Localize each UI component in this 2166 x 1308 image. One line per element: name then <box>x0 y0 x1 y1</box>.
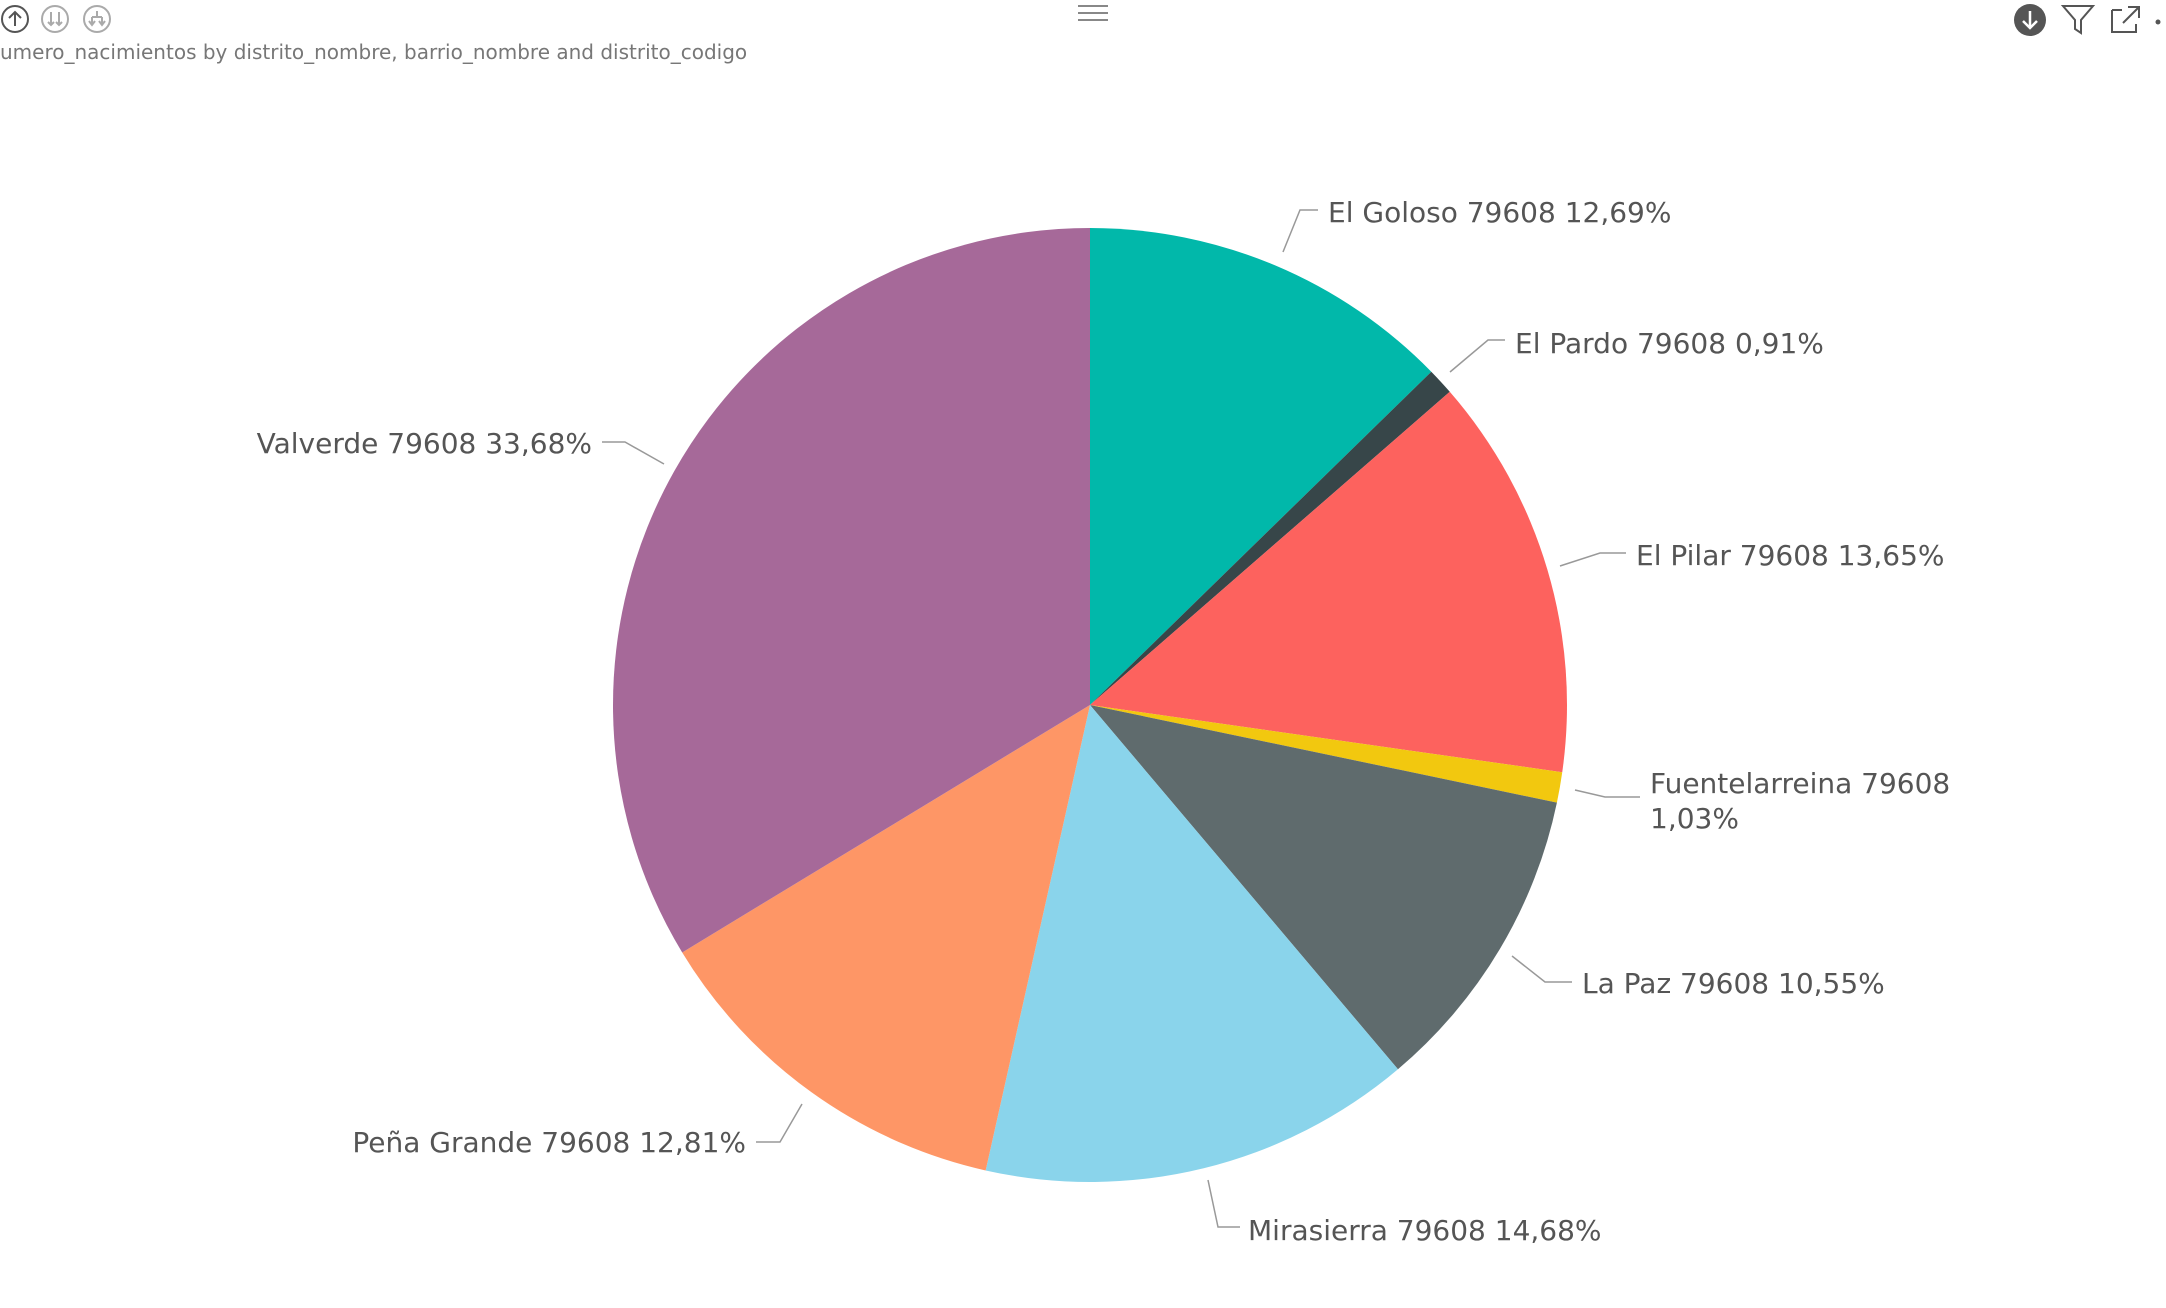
pie-slice-mirasierra[interactable] <box>985 705 1398 1182</box>
drag-handle-icon[interactable] <box>1076 2 1110 24</box>
leader-line <box>602 441 665 465</box>
visual-title: umero_nacimientos by distrito_nombre, ba… <box>0 40 748 64</box>
slice-label: Peña Grande 79608 12,81% <box>352 1126 746 1159</box>
pie-slice-fuentelarreina[interactable] <box>1090 705 1563 803</box>
slice-label: El Pardo 79608 0,91% <box>1515 327 1824 360</box>
leader-line <box>1559 552 1626 567</box>
label-leader-lines <box>602 209 1640 1228</box>
leader-line <box>1574 789 1640 798</box>
drill-up-icon[interactable] <box>0 4 30 34</box>
pie-slice-el-pilar[interactable] <box>1090 391 1567 773</box>
leader-line <box>1207 1179 1240 1228</box>
slice-label: Mirasierra 79608 14,68% <box>1248 1214 1602 1247</box>
filter-icon[interactable] <box>2060 2 2096 36</box>
pie-slice-la-paz[interactable] <box>1090 705 1557 1070</box>
slice-labels: El Goloso 79608 12,69% El Pardo 79608 0,9… <box>257 196 1951 1247</box>
leader-line <box>1282 209 1318 253</box>
pie-slice-el-goloso[interactable] <box>1090 228 1432 705</box>
slice-label: Fuentelarreina 79608 1,03% <box>1650 767 1950 835</box>
slice-label: El Pilar 79608 13,65% <box>1636 539 1945 572</box>
pie-slice-valverde[interactable] <box>613 228 1090 953</box>
slice-label: El Goloso 79608 12,69% <box>1328 196 1671 229</box>
leader-line <box>1449 339 1505 373</box>
pie-slice-el-pardo[interactable] <box>1090 371 1450 705</box>
drill-hierarchy-icon[interactable] <box>82 4 112 34</box>
visual-header-bar <box>0 0 2166 38</box>
more-options-icon[interactable] <box>2148 2 2166 36</box>
slice-label: La Paz 79608 10,55% <box>1582 967 1885 1000</box>
slice-label: Valverde 79608 33,68% <box>257 427 592 460</box>
leader-line <box>756 1103 803 1143</box>
pie-slices <box>613 228 1567 1182</box>
leader-line <box>1511 955 1572 983</box>
pie-slice-peña-grande[interactable] <box>682 705 1090 1171</box>
expand-all-down-icon[interactable] <box>40 4 70 34</box>
drill-down-icon[interactable] <box>2012 2 2048 36</box>
focus-mode-icon[interactable] <box>2108 2 2144 36</box>
